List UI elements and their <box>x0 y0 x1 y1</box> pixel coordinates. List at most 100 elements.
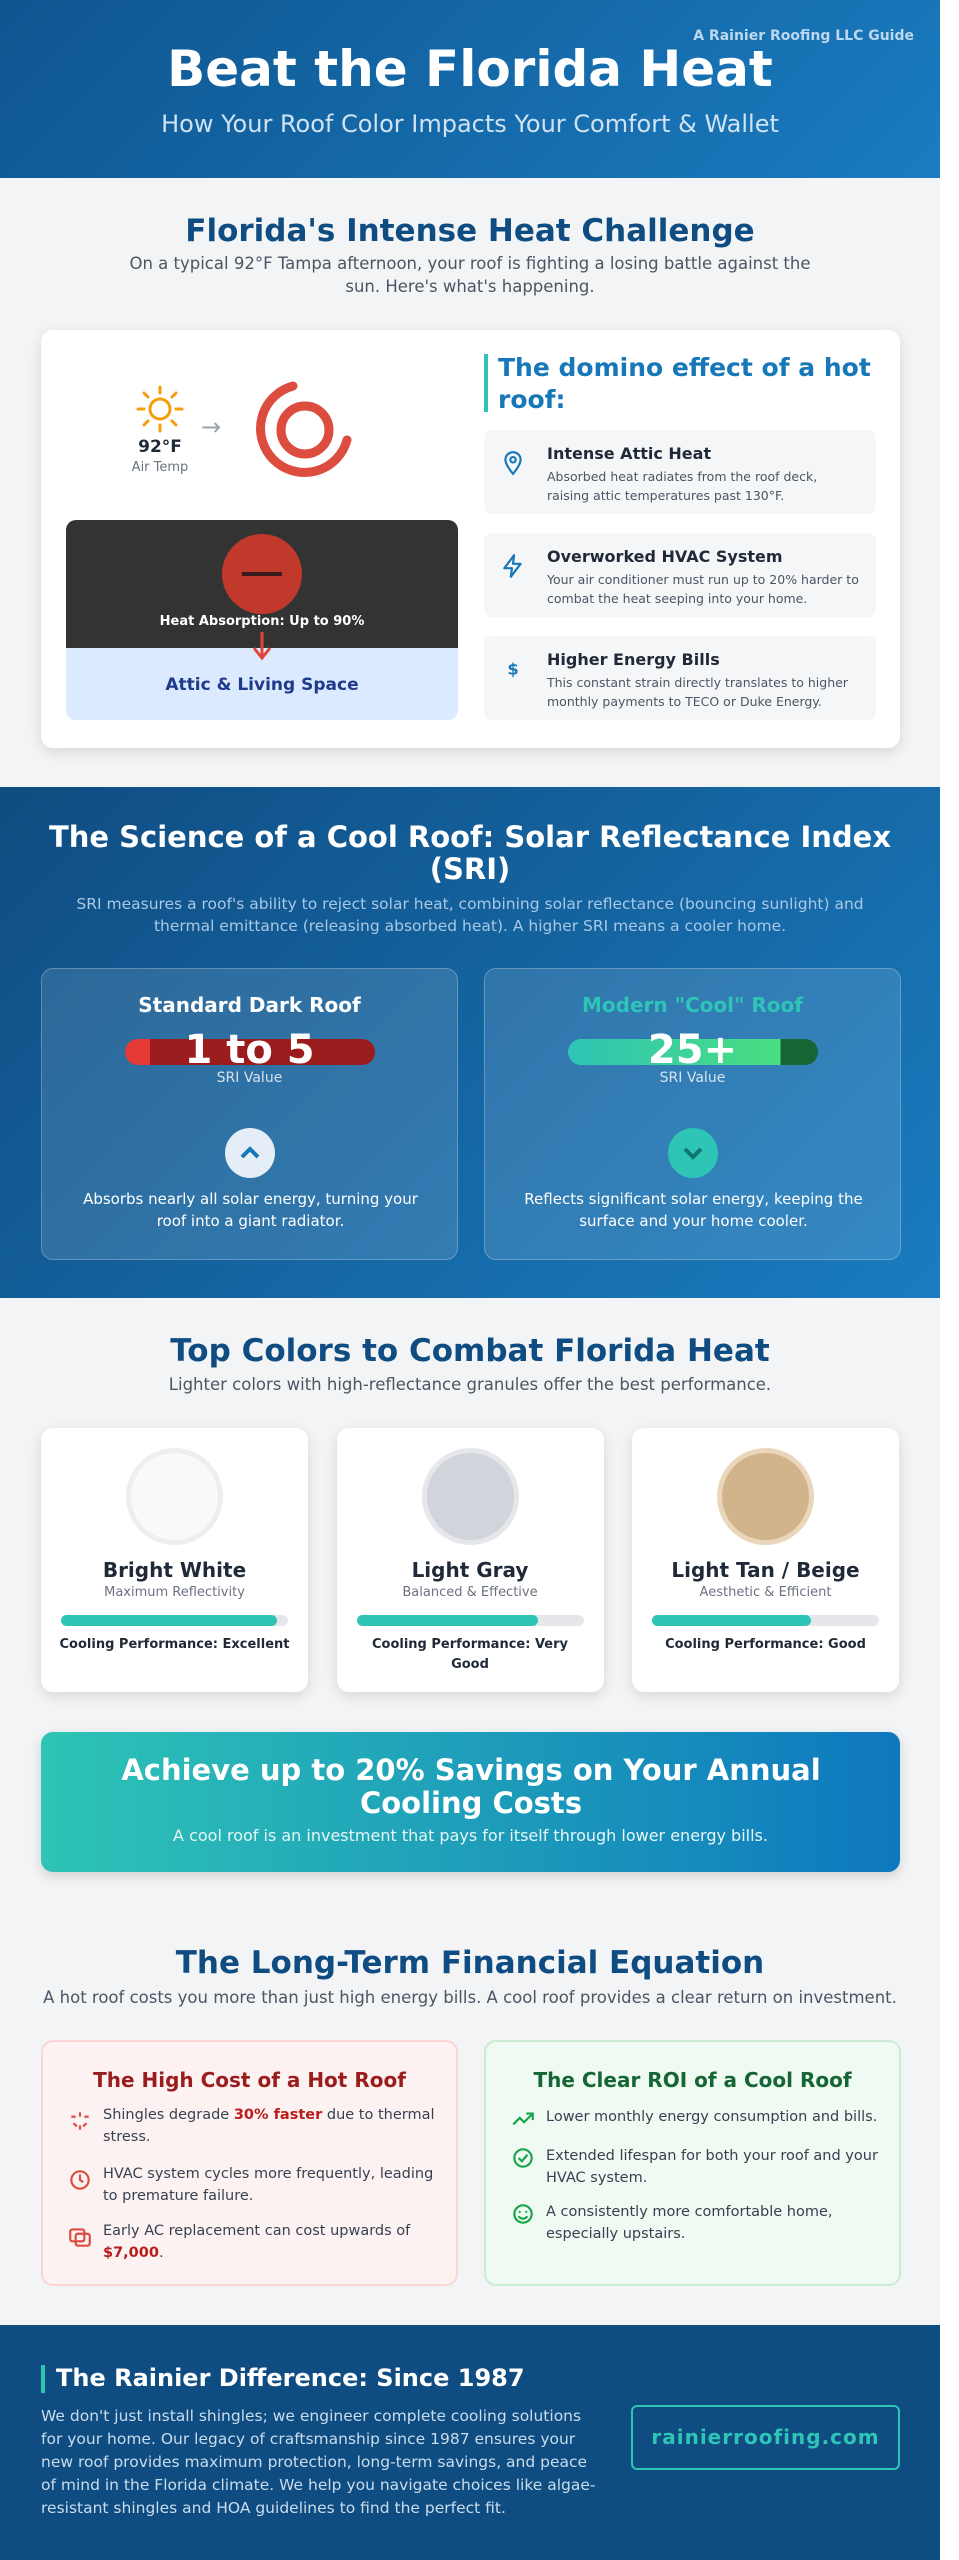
temp: 92°F <box>138 437 182 457</box>
icon <box>503 554 522 578</box>
cool-title: The Clear ROI of a Cool Roof <box>533 2068 852 2092</box>
accent-bar <box>484 354 488 412</box>
domino-item: Intense Attic Heat Absorbed heat radiates… <box>484 430 876 514</box>
icon <box>513 2148 533 2168</box>
color-card: Light Tan / Beige Aesthetic & Efficient Co… <box>632 1428 899 1692</box>
roi-item: Extended lifespan for both your roof and… <box>546 2148 878 2186</box>
domino-title: The domino effect of a hot roof: <box>498 353 871 414</box>
website-link[interactable]: rainierroofing.com <box>631 2405 900 2470</box>
sun-icon <box>136 385 184 433</box>
sri-section: The Science of a Cool Roof: Solar Reflec… <box>0 787 940 1298</box>
color-name: Light Gray <box>411 1558 529 1582</box>
text: Shingles degrade <box>103 2107 234 2123</box>
text: due to thermal stress. <box>103 2107 435 2145</box>
color-sub: Balanced & Effective <box>402 1585 538 1600</box>
section-title: The Long-Term Financial Equation <box>175 1945 765 1981</box>
down-arrow <box>252 632 272 661</box>
heat-section: Florida's Intense Heat Challenge On a ty… <box>0 178 940 787</box>
text: Early AC replacement can cost upwards of <box>103 2223 411 2239</box>
icon <box>504 451 522 476</box>
sri-bar <box>125 1039 375 1065</box>
section-text: A hot roof costs you more than just high… <box>43 1988 897 2007</box>
sri-card: Standard Dark Roof 1 to 5 SRI Value Absorbs… <box>41 968 458 1260</box>
section-title: Top Colors to Combat Florida Heat <box>170 1333 770 1369</box>
sri-bar <box>568 1039 818 1065</box>
colors-section: Top Colors to Combat Florida Heat Lighte… <box>0 1298 940 2325</box>
sri-value: 25+ <box>647 1027 738 1073</box>
color-sub: Aesthetic & Efficient <box>699 1585 832 1600</box>
performance-fill <box>61 1615 277 1626</box>
section-text: Lighter colors with high-reflectance gra… <box>168 1375 772 1394</box>
roi-item: Lower monthly energy consumption and bil… <box>546 2109 878 2125</box>
cost-item: HVAC system cycles more frequently, lead… <box>103 2163 443 2207</box>
attic-label: Attic & Living Space <box>165 675 359 695</box>
swatch <box>126 1448 223 1545</box>
icon <box>70 2170 90 2190</box>
footer-text: We don't just install shingles; we engin… <box>41 2407 596 2517</box>
sri-label: SRI Value <box>659 1070 726 1086</box>
icon <box>225 1128 275 1178</box>
icon: $ <box>507 659 518 678</box>
subtitle: How Your Roof Color Impacts Your Comfort… <box>161 110 779 138</box>
cost-item: Shingles degrade 30% faster due to therm… <box>103 2104 443 2148</box>
icon <box>513 2204 533 2224</box>
color-sub: Maximum Reflectivity <box>104 1585 245 1600</box>
color-card: Bright White Maximum Reflectivity Cooling … <box>41 1428 308 1692</box>
icon <box>69 2228 91 2247</box>
item-text: Absorbed heat radiates from the roof dec… <box>547 469 818 503</box>
header: A Rainier Roofing LLC Guide Beat the Flo… <box>0 0 940 178</box>
sri-value: 1 to 5 <box>184 1027 315 1073</box>
color-card: Light Gray Balanced & Effective Cooling Pe… <box>336 1428 604 1692</box>
roof-diagram: Heat Absorption: Up to 90% Attic & Livin… <box>66 520 458 720</box>
swatch <box>717 1448 814 1545</box>
icon <box>71 2112 89 2130</box>
section-title: Florida's Intense Heat Challenge <box>185 213 755 249</box>
hot-card: The High Cost of a Hot Roof Shingles deg… <box>41 2040 458 2286</box>
footer-title: The Rainier Difference: Since 1987 <box>56 2364 525 2392</box>
card-title: Standard Dark Roof <box>138 993 361 1017</box>
performance-fill <box>356 1615 539 1626</box>
performance-fill <box>652 1615 811 1626</box>
absorption: Heat Absorption: Up to 90% <box>159 614 365 629</box>
heat-icon <box>222 534 302 614</box>
card-title: Modern "Cool" Roof <box>582 993 803 1017</box>
sri-label: SRI Value <box>216 1070 283 1086</box>
gauge <box>256 381 352 477</box>
heat-card: 92°F Air Temp → Heat Absorption: Up to 9… <box>41 330 900 748</box>
swatch <box>421 1448 519 1545</box>
roi-item: A consistently more comfortable home, es… <box>546 2204 833 2242</box>
text: . <box>158 2245 164 2261</box>
arrow: → <box>201 413 222 441</box>
svg-text:$: $ <box>507 659 518 678</box>
card-text: Absorbs nearly all solar energy, turning… <box>83 1190 418 1230</box>
highlight: $7,000 <box>103 2245 159 2261</box>
savings-title: Achieve up to 20% Savings on Your Annual… <box>121 1753 821 1820</box>
text: HVAC system cycles more frequently, lead… <box>103 2166 434 2204</box>
section-text: On a typical 92°F Tampa afternoon, your … <box>129 254 811 296</box>
hot-title: The High Cost of a Hot Roof <box>93 2068 406 2092</box>
domino-item: $ Higher Energy Bills This constant strain… <box>484 636 876 720</box>
performance-bar <box>652 1615 879 1626</box>
performance-bar <box>61 1615 288 1626</box>
card-text: Reflects significant solar energy, keepi… <box>524 1190 863 1230</box>
performance: Cooling Performance: Good <box>665 1637 866 1652</box>
item-text: This constant strain directly translates… <box>547 675 848 709</box>
guide-tag: A Rainier Roofing LLC Guide <box>693 28 914 44</box>
item-text: Your air conditioner must run up to 20% … <box>547 572 859 606</box>
color-name: Light Tan / Beige <box>671 1558 860 1582</box>
section-text: SRI measures a roof's ability to reject … <box>76 895 864 935</box>
color-name: Bright White <box>102 1558 247 1582</box>
item-title: Higher Energy Bills <box>547 650 720 669</box>
cool-card: The Clear ROI of a Cool Roof Lower month… <box>484 2040 901 2286</box>
sri-card: Modern "Cool" Roof 25+ SRI Value Reflects s… <box>484 968 901 1260</box>
accent-bar <box>41 2365 45 2393</box>
performance: Cooling Performance: Very Good <box>371 1637 569 1672</box>
savings-banner: Achieve up to 20% Savings on Your Annual… <box>41 1732 900 1872</box>
performance-bar <box>356 1615 584 1626</box>
domino-item: Overworked HVAC System Your air condition… <box>484 533 876 617</box>
footer: The Rainier Difference: Since 1987 We do… <box>0 2325 940 2560</box>
item-title: Overworked HVAC System <box>547 547 783 566</box>
section-title: The Science of a Cool Roof: Solar Reflec… <box>48 820 892 886</box>
temp-label: Air Temp <box>131 460 189 475</box>
